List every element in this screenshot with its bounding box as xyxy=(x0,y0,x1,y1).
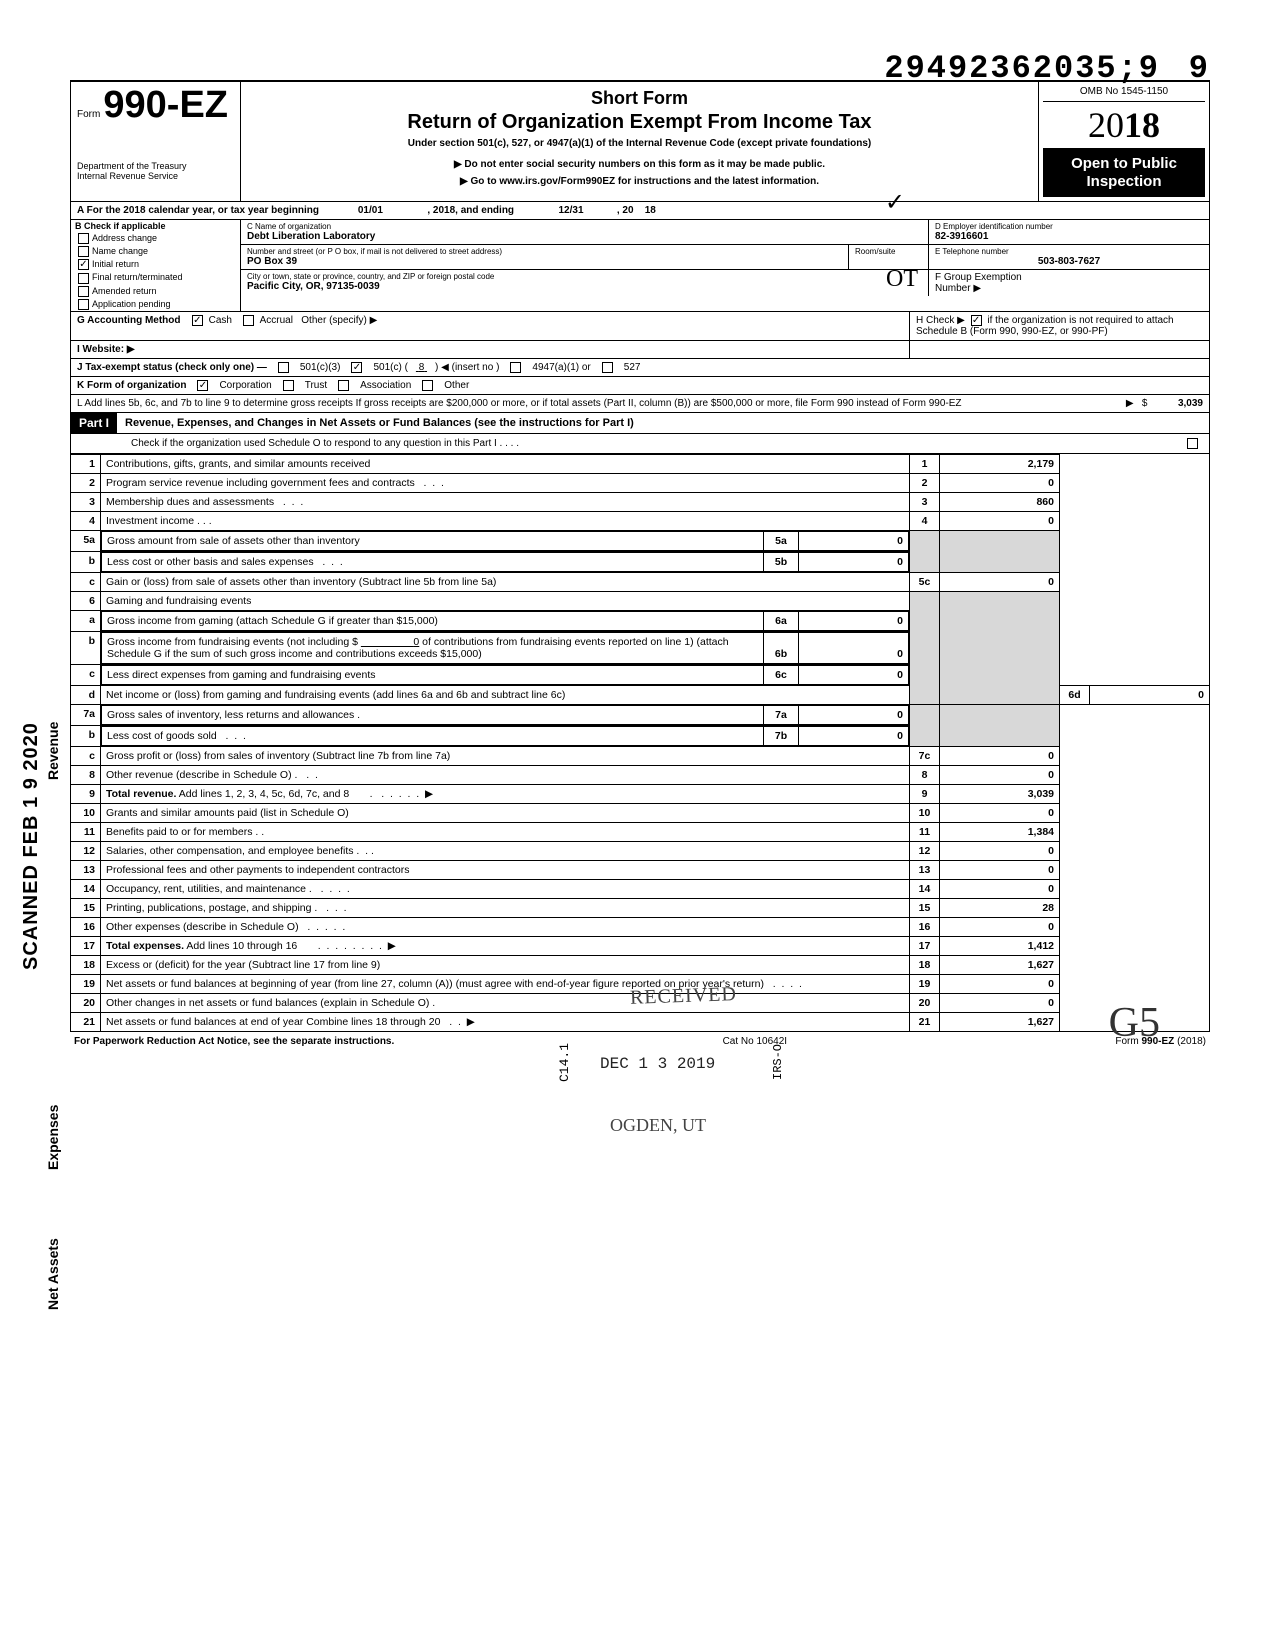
handwritten-signature: G5 xyxy=(1109,999,1160,1047)
document-id: 29492362035;9 9 xyxy=(884,50,1160,87)
short-form-title: Short Form xyxy=(251,88,1028,109)
line-4: 4Investment income . . .40 xyxy=(71,511,1210,530)
line-8: 8Other revenue (describe in Schedule O) … xyxy=(71,765,1210,784)
form-label: Form xyxy=(77,109,100,120)
row-i: I Website: ▶ xyxy=(70,341,1210,359)
chk-schedule-b[interactable]: ✓ xyxy=(971,315,982,326)
chk-cash[interactable]: ✓ xyxy=(192,315,203,326)
chk-527[interactable] xyxy=(602,362,613,373)
chk-501c[interactable]: ✓ xyxy=(351,362,362,373)
chk-address-change[interactable] xyxy=(78,233,89,244)
chk-final-return[interactable] xyxy=(78,273,89,284)
header-center: Short Form Return of Organization Exempt… xyxy=(241,82,1039,201)
row-k-org-form: K Form of organization ✓Corporation Trus… xyxy=(70,377,1210,395)
line-2: 2Program service revenue including gover… xyxy=(71,473,1210,492)
part-1-header: Part I Revenue, Expenses, and Changes in… xyxy=(70,413,1210,434)
part-1-label: Part I xyxy=(71,413,117,433)
instruction-url: Go to www.irs.gov/Form990EZ for instruct… xyxy=(251,176,1028,187)
org-info-block: B Check if applicable Address change Nam… xyxy=(70,220,1210,312)
form-footer: For Paperwork Reduction Act Notice, see … xyxy=(70,1036,1210,1047)
handwritten-mark-header: ✓ xyxy=(885,188,905,217)
scanned-stamp: SCANNED FEB 1 9 2020 xyxy=(20,722,43,970)
side-label-netassets: Net Assets xyxy=(45,1238,61,1310)
line-7c: cGross profit or (loss) from sales of in… xyxy=(71,746,1210,765)
chk-4947[interactable] xyxy=(510,362,521,373)
line-5c: cGain or (loss) from sale of assets othe… xyxy=(71,572,1210,591)
form-title: Return of Organization Exempt From Incom… xyxy=(251,111,1028,134)
line-14: 14Occupancy, rent, utilities, and mainte… xyxy=(71,879,1210,898)
line-3: 3Membership dues and assessments . . .38… xyxy=(71,492,1210,511)
line-17: 17Total expenses. Add lines 10 through 1… xyxy=(71,936,1210,955)
org-fields: C Name of organization Debt Liberation L… xyxy=(241,220,1209,311)
check-if-applicable: B Check if applicable Address change Nam… xyxy=(71,220,241,311)
header-left: Form 990-EZ Department of the Treasury I… xyxy=(71,82,241,201)
part-1-check-sched-o: Check if the organization used Schedule … xyxy=(70,434,1210,454)
irs-stamp: IRS-O xyxy=(771,1044,785,1080)
instruction-ssn: Do not enter social security numbers on … xyxy=(251,159,1028,170)
received-stamp: RECEIVED xyxy=(630,983,738,1010)
line-7a: 7a Gross sales of inventory, less return… xyxy=(71,704,1210,725)
row-g-h: G Accounting Method ✓ Cash Accrual Other… xyxy=(70,312,1210,341)
open-public-badge: Open to Public Inspection xyxy=(1043,149,1205,197)
line-18: 18Excess or (deficit) for the year (Subt… xyxy=(71,955,1210,974)
chk-501c3[interactable] xyxy=(278,362,289,373)
line-9: 9Total revenue. Add lines 1, 2, 3, 4, 5c… xyxy=(71,784,1210,803)
part-1-title: Revenue, Expenses, and Changes in Net As… xyxy=(117,414,1209,432)
form-lines-table: 1Contributions, gifts, grants, and simil… xyxy=(70,454,1210,1032)
c14-stamp: C14.1 xyxy=(557,1043,572,1082)
chk-pending[interactable] xyxy=(78,299,89,310)
side-label-revenue: Revenue xyxy=(45,722,61,780)
chk-corp[interactable]: ✓ xyxy=(197,380,208,391)
row-l-gross-receipts: L Add lines 5b, 6c, and 7b to line 9 to … xyxy=(70,395,1210,413)
line-11: 11Benefits paid to or for members . .111… xyxy=(71,822,1210,841)
ein: 82-3916601 xyxy=(935,231,1203,242)
chk-amended[interactable] xyxy=(78,286,89,297)
line-10: 10Grants and similar amounts paid (list … xyxy=(71,803,1210,822)
line-5a: 5a Gross amount from sale of assets othe… xyxy=(71,530,1210,551)
gross-receipts-amt: 3,039 xyxy=(1178,398,1203,409)
ogden-stamp: OGDEN, UT xyxy=(610,1115,706,1136)
chk-initial-return[interactable]: ✓ xyxy=(78,259,89,270)
end-date: 12/31 xyxy=(559,205,584,216)
line-1: 1Contributions, gifts, grants, and simil… xyxy=(71,454,1210,473)
row-j-tax-status: J Tax-exempt status (check only one) — 5… xyxy=(70,359,1210,377)
dept-treasury: Department of the Treasury Internal Reve… xyxy=(77,162,234,182)
chk-assoc[interactable] xyxy=(338,380,349,391)
begin-date: 01/01 xyxy=(358,205,383,216)
phone: 503-803-7627 xyxy=(935,256,1203,267)
omb-number: OMB No 1545-1150 xyxy=(1043,86,1205,102)
form-header: Form 990-EZ Department of the Treasury I… xyxy=(70,80,1210,202)
row-h: H Check ▶ ✓ if the organization is not r… xyxy=(909,312,1209,340)
line-21: 21Net assets or fund balances at end of … xyxy=(71,1012,1210,1031)
handwritten-ot: OT xyxy=(886,266,918,293)
line-12: 12Salaries, other compensation, and empl… xyxy=(71,841,1210,860)
line-16: 16Other expenses (describe in Schedule O… xyxy=(71,917,1210,936)
line-6: 6Gaming and fundraising events xyxy=(71,591,1210,610)
chk-other[interactable] xyxy=(422,380,433,391)
chk-schedule-o[interactable] xyxy=(1187,438,1198,449)
paperwork-notice: For Paperwork Reduction Act Notice, see … xyxy=(74,1036,394,1047)
org-city: Pacific City, OR, 97135-0039 xyxy=(247,281,922,292)
doc-id-trail: 9 xyxy=(1189,50,1210,87)
line-15: 15Printing, publications, postage, and s… xyxy=(71,898,1210,917)
form-number: 990-EZ xyxy=(103,84,228,126)
chk-trust[interactable] xyxy=(283,380,294,391)
row-a-tax-year: A For the 2018 calendar year, or tax yea… xyxy=(70,202,1210,220)
header-right: OMB No 1545-1150 2018 Open to Public Ins… xyxy=(1039,82,1209,201)
line-13: 13Professional fees and other payments t… xyxy=(71,860,1210,879)
org-name: Debt Liberation Laboratory xyxy=(247,231,922,242)
side-label-expenses: Expenses xyxy=(45,1105,61,1170)
end-year: 18 xyxy=(645,205,656,216)
chk-accrual[interactable] xyxy=(243,315,254,326)
form-subtitle: Under section 501(c), 527, or 4947(a)(1)… xyxy=(251,138,1028,149)
tax-year: 2018 xyxy=(1043,102,1205,149)
org-address: PO Box 39 xyxy=(247,256,842,267)
chk-name-change[interactable] xyxy=(78,246,89,257)
received-date-stamp: DEC 1 3 2019 xyxy=(600,1055,715,1073)
